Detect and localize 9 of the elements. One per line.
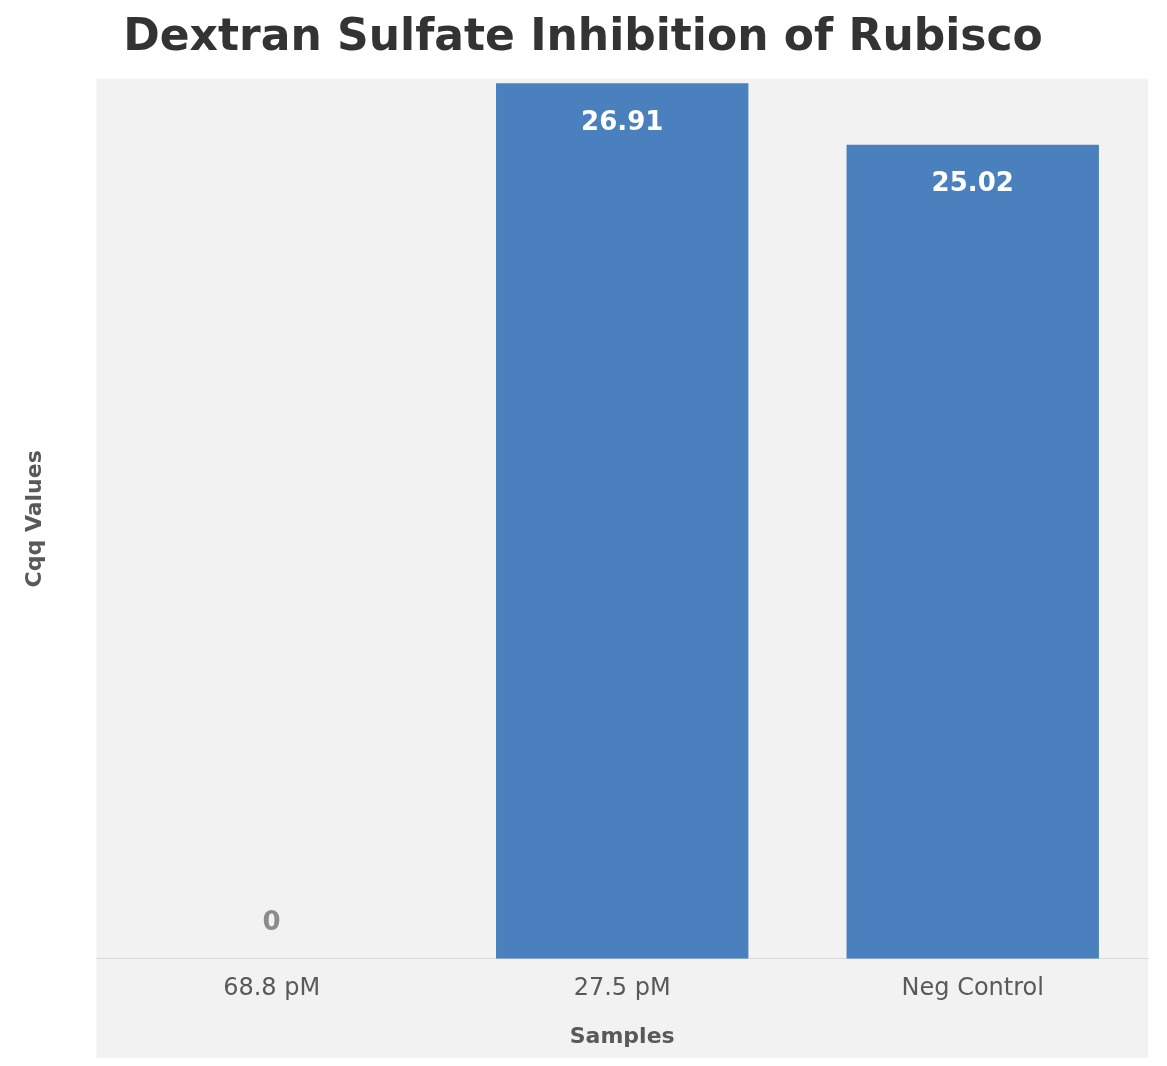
data-label: 25.02 [931,167,1014,198]
x-tick-label: Neg Control [901,973,1044,1002]
x-tick-label: 68.8 pM [223,973,321,1002]
data-label: 26.91 [581,105,664,136]
chart-title: Dextran Sulfate Inhibition of Rubisco [123,8,1043,60]
y-axis-title: Cqq Values [20,450,46,588]
x-axis-title: Samples [569,1022,675,1048]
data-label: 0 [262,905,281,936]
x-tick-label: 27.5 pM [573,973,671,1002]
